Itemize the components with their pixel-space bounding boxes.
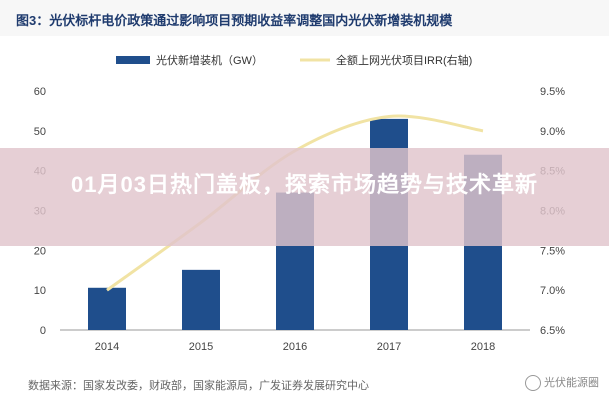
legend-label-line: 全额上网光伏项目IRR(右轴) <box>336 53 472 67</box>
y-left-tick-label: 0 <box>40 325 46 337</box>
x-tick-label: 2016 <box>283 341 307 353</box>
legend-label-bars: 光伏新增装机（GW） <box>156 53 263 67</box>
x-tick-label: 2017 <box>377 341 401 353</box>
x-tick-label: 2014 <box>95 341 119 353</box>
y-left-tick-label: 10 <box>34 285 46 297</box>
y-right-tick-label: 9.5% <box>540 86 565 98</box>
chart-legend: 光伏新增装机（GW） 全额上网光伏项目IRR(右轴) <box>116 53 472 67</box>
bar-2014 <box>88 287 126 330</box>
watermark: 光伏能源圈 <box>525 374 599 392</box>
bar-2015 <box>182 269 220 330</box>
legend-swatch-bars <box>116 56 150 64</box>
watermark-text: 光伏能源圈 <box>544 377 599 389</box>
y-left-tick-label: 60 <box>34 86 46 98</box>
y-left-tick-label: 50 <box>34 126 46 138</box>
y-left-tick-label: 20 <box>34 245 46 257</box>
watermark-logo-icon <box>525 375 541 392</box>
chart-footer: 数据来源：国家发改委，财政部，国家能源局，广发证券发展研究中心 光伏能源圈 <box>0 368 609 400</box>
chart-header: 图3：光伏标杆电价政策通过影响项目预期收益率调整国内光伏新增装机规模 <box>0 0 609 36</box>
y-right-tick-label: 6.5% <box>540 325 565 337</box>
chart-title: 图3：光伏标杆电价政策通过影响项目预期收益率调整国内光伏新增装机规模 <box>16 13 453 28</box>
headline-banner: 01月03日热门盖板，探索市场趋势与技术革新 <box>0 148 609 246</box>
x-tick-label: 2018 <box>471 341 495 353</box>
y-right-tick-label: 7.0% <box>540 285 565 297</box>
y-right-tick-label: 7.5% <box>540 245 565 257</box>
source-note: 数据来源：国家发改委，财政部，国家能源局，广发证券发展研究中心 <box>28 380 369 392</box>
headline-text: 01月03日热门盖板，探索市场趋势与技术革新 <box>71 172 538 197</box>
x-tick-label: 2015 <box>189 341 213 353</box>
y-right-tick-label: 9.0% <box>540 126 565 138</box>
x-ticks: 2014 2015 2016 2017 2018 <box>95 341 495 353</box>
